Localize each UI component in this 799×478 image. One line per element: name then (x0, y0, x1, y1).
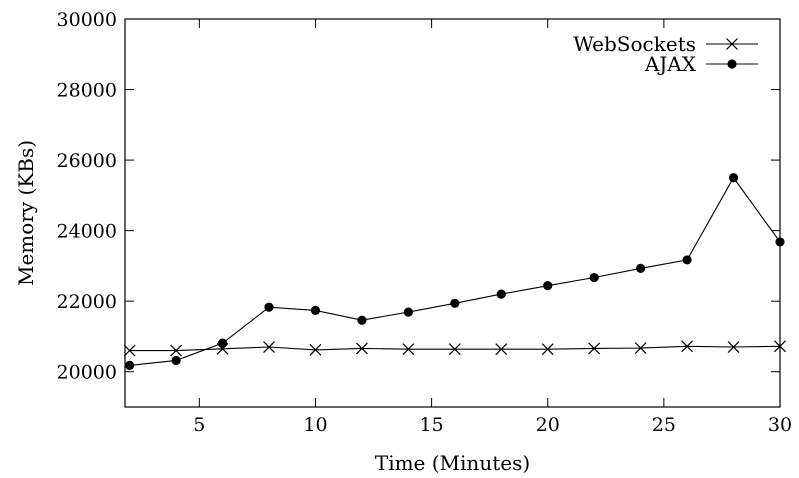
data-point (681, 340, 694, 353)
data-point (309, 343, 322, 356)
data-point (402, 343, 415, 356)
data-point (310, 305, 321, 315)
data-point (496, 289, 506, 299)
plot-frame (124, 18, 781, 408)
data-point (775, 237, 785, 247)
x-tick-label: 15 (420, 414, 444, 436)
x-tick-label: 25 (652, 414, 676, 436)
data-point (634, 342, 647, 355)
data-point (636, 263, 646, 273)
legend-label-ajax: AJAX (644, 52, 697, 76)
x-axis-title: Time (Minutes) (375, 451, 530, 475)
series-line (129, 176, 781, 366)
axis-tick-labels: 5 10 15 20 25 30 20000 22000 24000 26000 28000 3000… (57, 9, 793, 436)
data-point (448, 343, 461, 356)
data-point (263, 341, 275, 353)
axis-ticks (125, 18, 781, 407)
series-ajax (125, 173, 785, 370)
legend: WebSockets AJAX (573, 32, 758, 76)
data-point (682, 255, 692, 265)
data-point (589, 272, 599, 283)
data-point (588, 342, 601, 355)
data-point (403, 307, 413, 317)
data-point (450, 298, 460, 308)
data-point (727, 341, 740, 353)
data-point (125, 360, 135, 370)
y-tick-label: 30000 (57, 9, 117, 31)
data-point (355, 342, 368, 355)
y-axis-title: Memory (KBs) (14, 140, 38, 286)
data-point (543, 281, 553, 291)
x-tick-label: 20 (536, 414, 560, 436)
data-point (728, 173, 739, 183)
data-point (171, 355, 181, 366)
series-layer (123, 173, 786, 370)
data-point (264, 302, 274, 312)
data-point (774, 340, 786, 353)
y-tick-label: 22000 (57, 291, 117, 313)
x-tick-label: 5 (193, 414, 205, 436)
data-point (123, 344, 136, 357)
legend-marker (727, 59, 737, 69)
data-point (495, 343, 508, 356)
y-tick-label: 28000 (57, 80, 117, 102)
y-tick-label: 26000 (57, 150, 117, 172)
y-tick-label: 24000 (57, 221, 117, 243)
x-tick-label: 10 (303, 414, 327, 436)
data-point (170, 344, 183, 357)
y-tick-label: 20000 (57, 362, 117, 384)
legend-marker (726, 38, 738, 50)
x-tick-label: 30 (768, 414, 792, 436)
data-point (357, 315, 367, 325)
legend-label-websockets: WebSockets (573, 32, 696, 56)
data-point (541, 343, 554, 356)
data-point (217, 338, 228, 348)
